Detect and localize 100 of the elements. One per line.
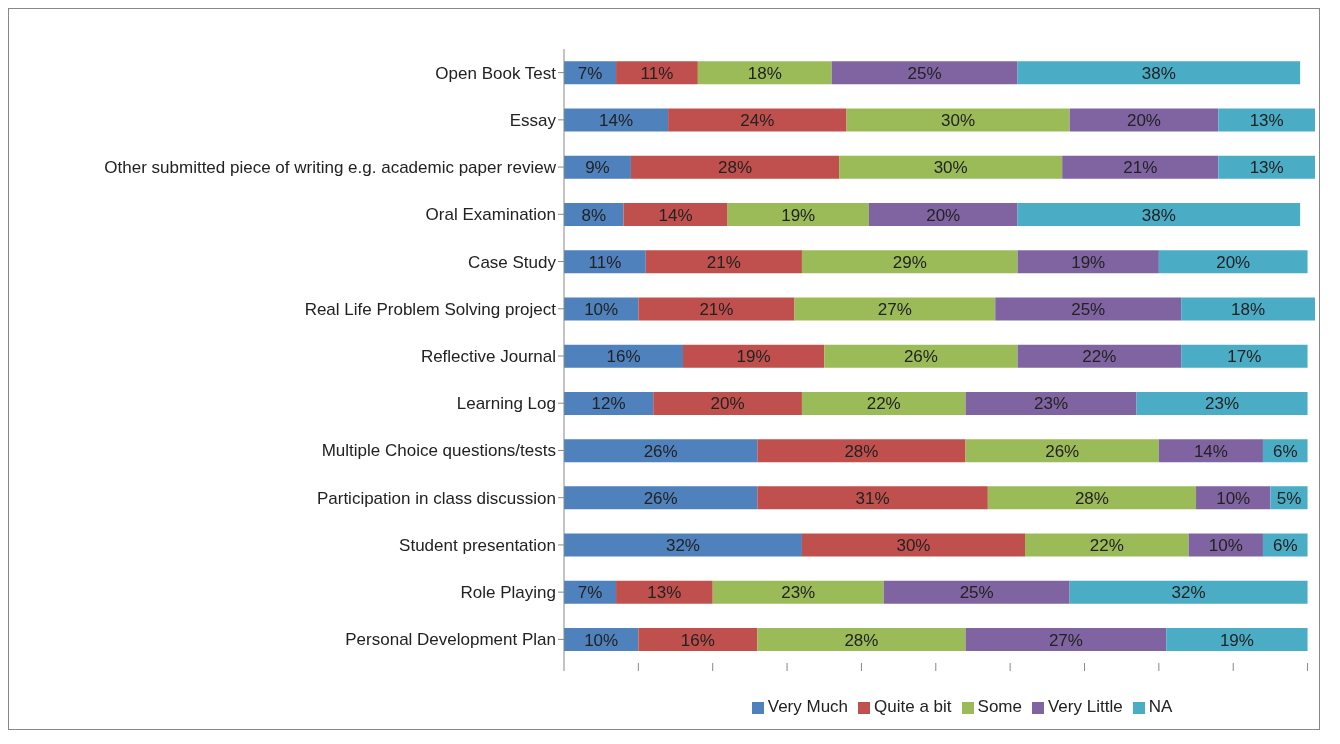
data-label: 24% <box>740 111 775 131</box>
data-label: 10% <box>1216 488 1251 508</box>
bar <box>1158 439 1263 463</box>
bar <box>1017 250 1159 274</box>
data-label: 18% <box>747 63 782 83</box>
data-label: 13% <box>1249 111 1284 131</box>
legend-label: Quite a bit <box>874 697 952 716</box>
data-label: 14% <box>1193 441 1228 461</box>
data-label: 27% <box>1048 630 1083 650</box>
data-label: 20% <box>710 394 745 414</box>
data-label: 16% <box>680 630 715 650</box>
data-label: 14% <box>658 205 693 225</box>
data-label: 28% <box>844 441 879 461</box>
bar <box>965 628 1167 652</box>
bar <box>564 486 758 510</box>
data-label: 21% <box>706 252 741 272</box>
bar <box>824 344 1018 368</box>
y-tick-label: Multiple Choice questions/tests <box>321 441 556 461</box>
data-label: 22% <box>866 394 901 414</box>
bar <box>1069 108 1219 132</box>
data-label: 23% <box>1205 394 1240 414</box>
data-label: 23% <box>781 583 816 603</box>
bar <box>1136 391 1308 415</box>
bar <box>757 486 988 510</box>
bar <box>995 297 1182 321</box>
data-label: 25% <box>1071 299 1106 319</box>
y-tick-label: Student presentation <box>399 535 556 555</box>
data-label: 17% <box>1227 347 1262 367</box>
legend-label: Some <box>977 697 1022 716</box>
legend-label: Very Little <box>1047 697 1123 716</box>
data-label: 21% <box>699 299 734 319</box>
data-label: 16% <box>606 347 641 367</box>
y-tick-label: Real Life Problem Solving project <box>304 299 557 319</box>
bar <box>645 250 802 274</box>
bar <box>1017 344 1182 368</box>
data-label: 19% <box>1219 630 1254 650</box>
data-label: 8% <box>581 205 607 225</box>
bar <box>1017 202 1301 226</box>
data-label: 19% <box>736 347 771 367</box>
data-label: 7% <box>577 63 603 83</box>
bar <box>846 108 1070 132</box>
data-label: 13% <box>1249 158 1284 178</box>
data-label: 30% <box>933 158 968 178</box>
data-label: 22% <box>1089 536 1124 556</box>
data-label: 25% <box>907 63 942 83</box>
bar <box>630 155 840 179</box>
data-label: 18% <box>1231 299 1266 319</box>
data-label: 31% <box>855 488 890 508</box>
data-label: 12% <box>591 394 626 414</box>
data-label: 38% <box>1141 63 1176 83</box>
y-tick-label: Oral Examination <box>425 205 556 225</box>
data-label: 38% <box>1141 205 1176 225</box>
bar <box>1062 155 1219 179</box>
data-label: 14% <box>599 111 634 131</box>
data-label: 6% <box>1272 536 1298 556</box>
bar <box>801 533 1026 557</box>
y-tick-label: Participation in class discussion <box>316 488 556 508</box>
data-label: 10% <box>584 299 619 319</box>
data-label: 28% <box>844 630 879 650</box>
bar <box>682 344 825 368</box>
y-tick-label: Personal Development Plan <box>345 630 556 650</box>
y-tick-label: Essay <box>509 110 557 130</box>
data-label: 21% <box>1123 158 1158 178</box>
bar <box>564 108 669 132</box>
data-label: 27% <box>877 299 912 319</box>
bar <box>564 533 802 557</box>
bar <box>1158 250 1308 274</box>
bar <box>757 439 966 463</box>
bar <box>1069 580 1308 604</box>
data-label: 26% <box>643 441 678 461</box>
data-label: 20% <box>926 205 961 225</box>
data-label: 10% <box>584 630 619 650</box>
y-tick-label: Other submitted piece of writing e.g. academic paper review <box>104 158 557 178</box>
bar <box>653 391 802 415</box>
bar <box>712 580 884 604</box>
data-label: 6% <box>1272 441 1298 461</box>
bar <box>1166 628 1308 652</box>
bar <box>1218 155 1315 179</box>
bar <box>727 202 869 226</box>
y-tick-label: Case Study <box>468 252 557 272</box>
data-label: 20% <box>1126 111 1161 131</box>
data-label: 19% <box>781 205 816 225</box>
data-label: 32% <box>665 536 700 556</box>
bar <box>697 61 832 85</box>
data-label: 28% <box>1074 488 1109 508</box>
bar <box>668 108 847 132</box>
data-label: 26% <box>643 488 678 508</box>
data-label: 13% <box>647 583 682 603</box>
bar <box>616 580 713 604</box>
bar <box>564 344 683 368</box>
data-label: 28% <box>718 158 753 178</box>
bar <box>801 250 1018 274</box>
data-label: 7% <box>577 583 603 603</box>
data-label: 10% <box>1208 536 1243 556</box>
bar <box>831 61 1018 85</box>
bar <box>757 628 966 652</box>
data-label: 30% <box>941 111 976 131</box>
data-label: 29% <box>892 252 927 272</box>
data-label: 25% <box>959 583 994 603</box>
data-label: 30% <box>896 536 931 556</box>
